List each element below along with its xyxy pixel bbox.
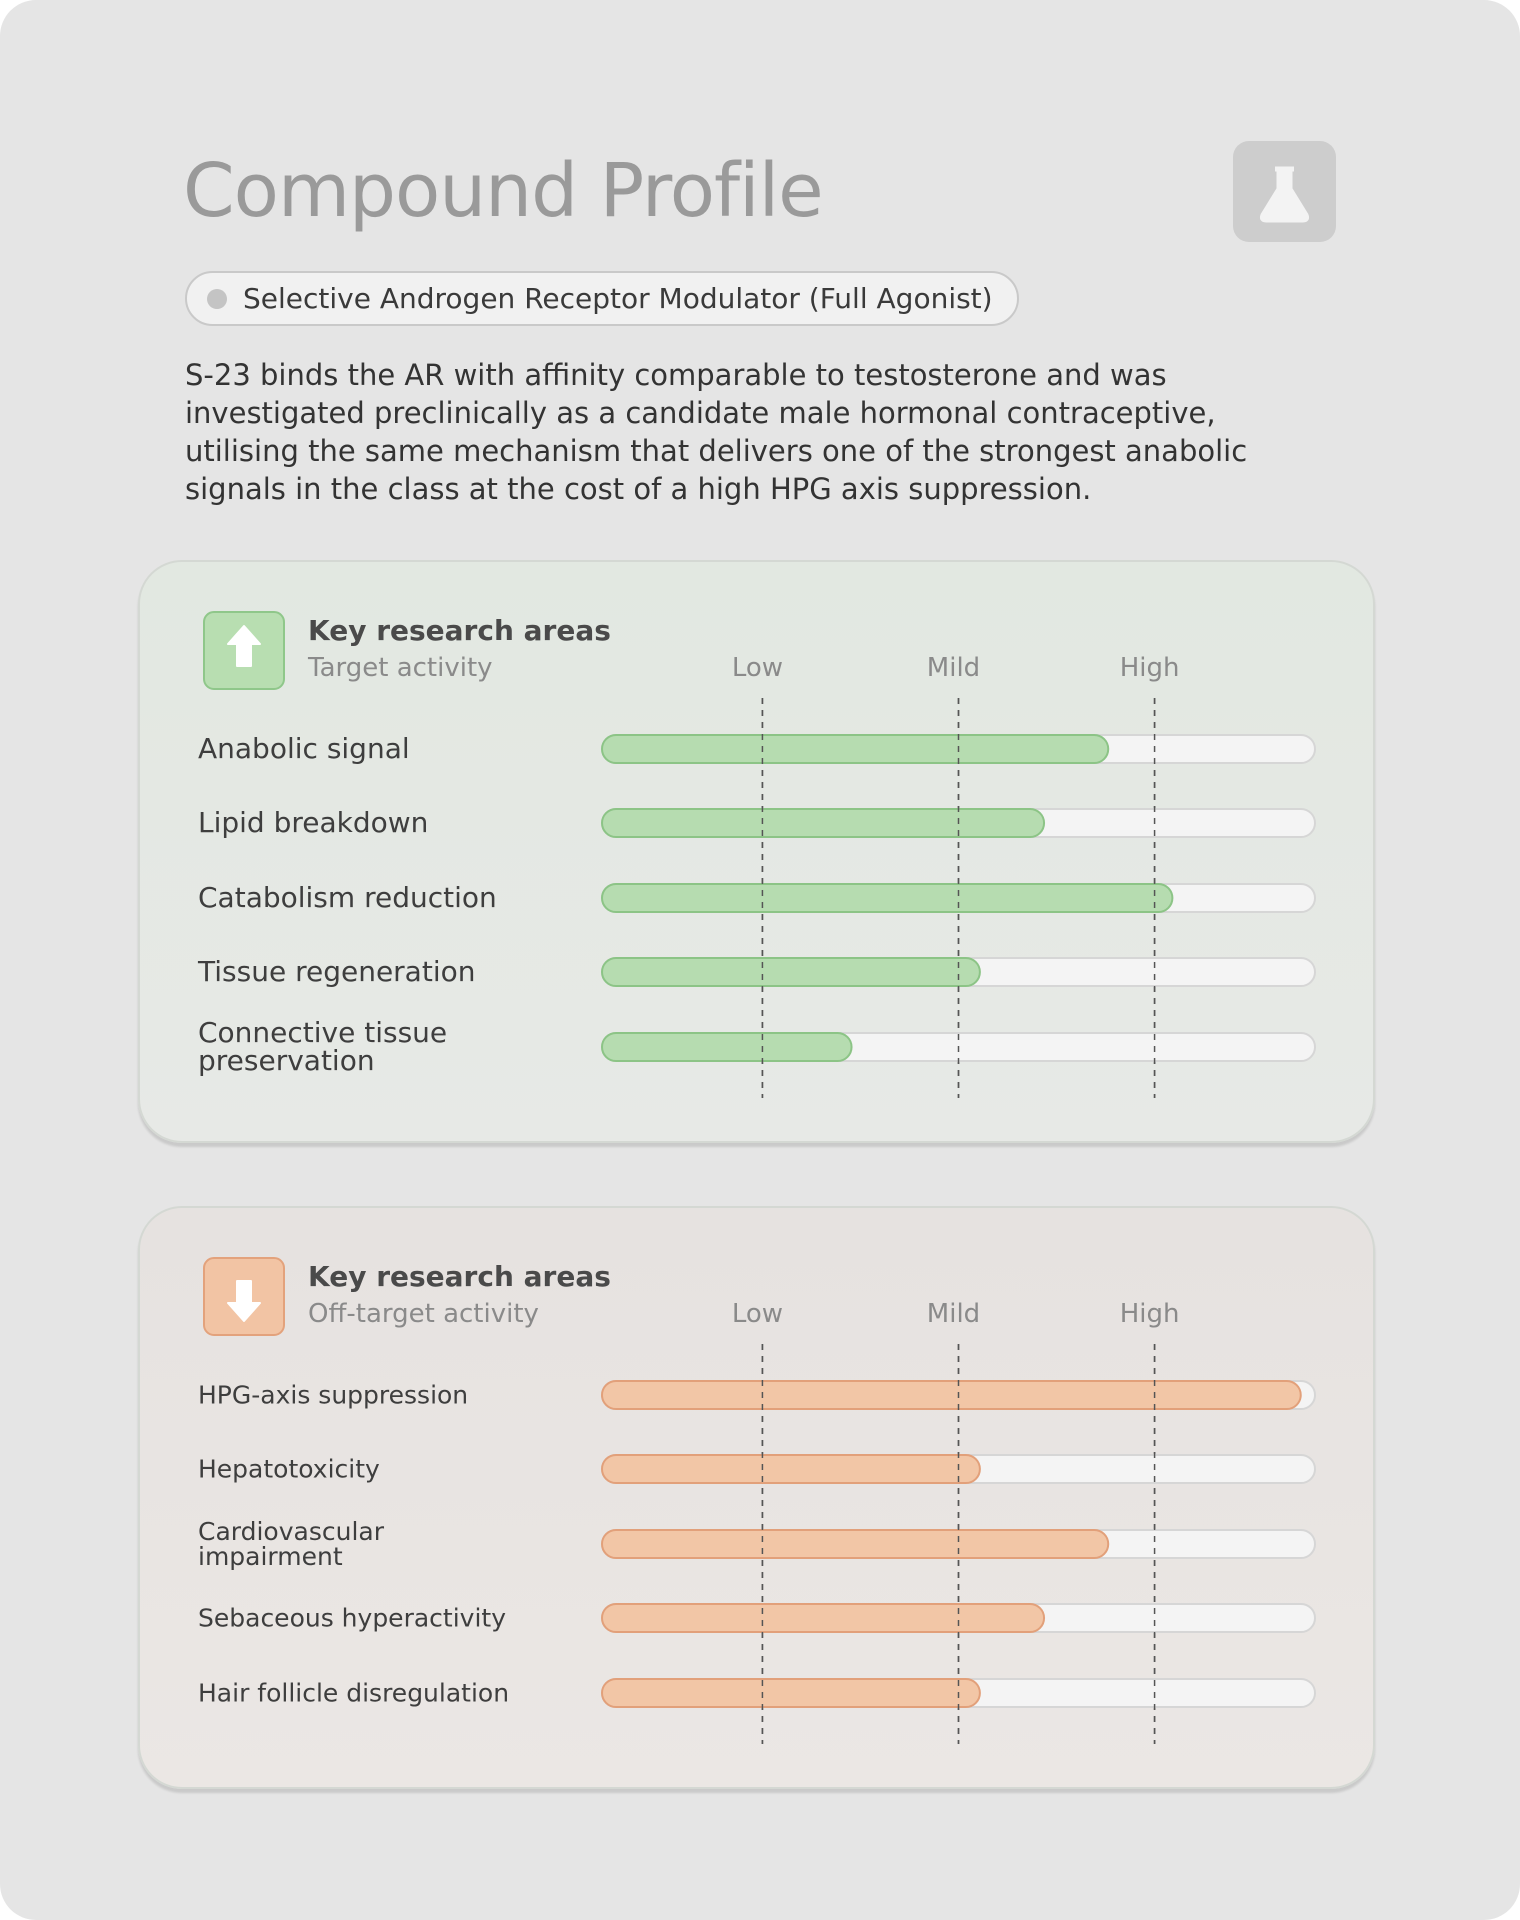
card-title: Key research areas xyxy=(308,614,611,647)
x-tick-label: High xyxy=(1120,653,1180,683)
row-label: HPG-axis suppression xyxy=(198,1380,469,1410)
x-tick-label: Low xyxy=(732,653,783,683)
flask-glyph xyxy=(1259,166,1310,223)
row-label: Lipid breakdown xyxy=(198,806,429,839)
row-label: Sebaceous hyperactivity xyxy=(198,1603,506,1633)
bar xyxy=(601,957,981,987)
bar xyxy=(601,883,1174,913)
chart: Key research areas Off-target activity Low… xyxy=(203,1257,1316,1744)
x-tick-label: Mild xyxy=(927,653,980,683)
card-subtitle: Off-target activity xyxy=(308,1299,539,1329)
card-subtitle: Target activity xyxy=(307,653,493,683)
bar xyxy=(601,1529,1110,1559)
bar xyxy=(601,1678,981,1708)
x-tick-label: Mild xyxy=(927,1299,980,1329)
card-arrow xyxy=(227,1280,261,1322)
flask-icon xyxy=(1233,141,1336,242)
bar xyxy=(601,1380,1302,1410)
x-tick-label: High xyxy=(1120,1299,1180,1329)
bar xyxy=(601,734,1110,764)
bar xyxy=(601,1032,853,1062)
row-label: Anabolic signal xyxy=(198,732,410,765)
row-label: Cardiovascular impairment xyxy=(198,1517,384,1571)
chart-card: Key research areas Target activity Low Mild… xyxy=(138,560,1375,1143)
row-label: Hepatotoxicity xyxy=(198,1454,380,1484)
card-title: Key research areas xyxy=(308,1260,611,1293)
description: S-23 binds the AR with affinity comparab… xyxy=(185,358,1248,506)
class-tag: Selective Androgen Receptor Modulator (F… xyxy=(185,271,1019,326)
bar xyxy=(601,1454,981,1484)
bar xyxy=(601,1603,1046,1633)
row-label: Hair follicle disregulation xyxy=(198,1678,510,1708)
chart: Key research areas Target activity Low Mild… xyxy=(203,611,1316,1098)
page-title: Compound Profile xyxy=(183,148,824,234)
row-label: Connective tissue preservation xyxy=(198,1016,448,1077)
chart-card: Key research areas Off-target activity Low… xyxy=(138,1206,1375,1789)
row-label: Tissue regeneration xyxy=(198,955,476,988)
x-tick-label: Low xyxy=(732,1299,783,1329)
row-label: Catabolism reduction xyxy=(198,881,497,914)
card-arrow xyxy=(227,625,261,667)
bar xyxy=(601,808,1046,838)
